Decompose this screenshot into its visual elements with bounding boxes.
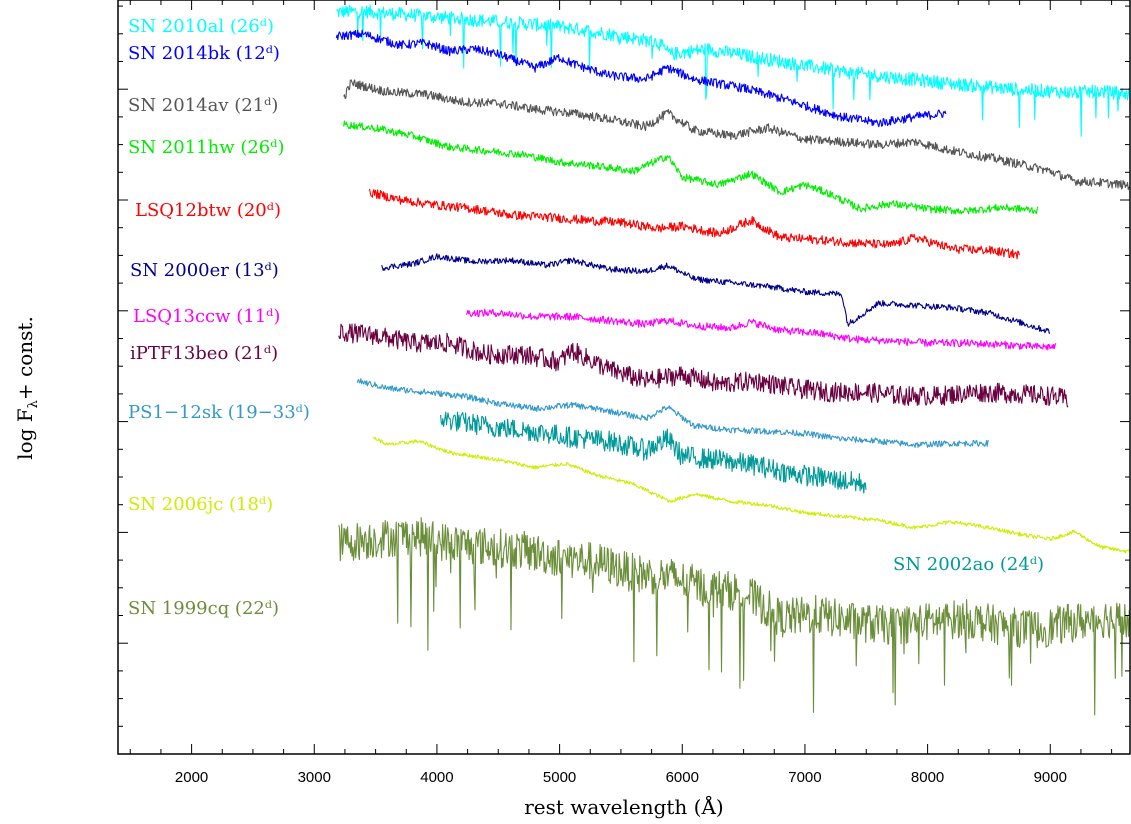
y-axis-title-tail: + const. (13, 316, 37, 400)
x-tick-label: 3000 (298, 769, 331, 786)
spectrum-line-2 (335, 29, 947, 128)
spectrum-labels: SN 2010al (26ᵈ) SN 2014bk (12ᵈ) SN 2014av … (128, 16, 1044, 619)
series-layer (335, 4, 1130, 716)
spectrum-line-11 (440, 411, 867, 494)
spectrum-label-6: SN 2000er (13ᵈ) (130, 260, 279, 281)
spectrum-label-12: SN 1999cq (22ᵈ) (128, 598, 279, 619)
y-axis-title-sub: λ (26, 400, 41, 408)
y-axis-title-main: log F (13, 408, 37, 460)
spectrum-label-8: iPTF13beo (21ᵈ) (130, 343, 278, 364)
spectrum-label-7: LSQ13ccw (11ᵈ) (133, 306, 280, 327)
spectrum-line-5 (368, 188, 1020, 260)
x-tick-label: 8000 (911, 769, 944, 786)
spectrum-label-3: SN 2014av (21ᵈ) (128, 95, 278, 116)
spectrum-line-1 (336, 4, 1130, 137)
x-axis-title: rest wavelength (Å) (524, 794, 723, 819)
x-tick-label: 6000 (666, 769, 699, 786)
x-tick-label: 4000 (420, 769, 453, 786)
x-tick-label: 7000 (788, 769, 821, 786)
x-tick-label: 5000 (543, 769, 576, 786)
spectrum-line-3 (343, 79, 1130, 191)
spectrum-line-8 (338, 323, 1069, 408)
spectrum-line-9 (356, 378, 990, 448)
plot-frame: 2000 3000 4000 5000 6000 7000 8000 9000 (117, 0, 1131, 786)
x-tick-label: 9000 (1034, 769, 1067, 786)
spectrum-label-10: SN 2006jc (18ᵈ) (128, 494, 273, 515)
spectrum-label-1: SN 2010al (26ᵈ) (128, 16, 274, 37)
spectrum-line-10 (372, 436, 1130, 554)
spectrum-label-2: SN 2014bk (12ᵈ) (128, 43, 280, 64)
y-axis-title: log Fλ+ const. (13, 316, 41, 460)
spectrum-label-5: LSQ12btw (20ᵈ) (135, 200, 281, 221)
spectrum-line-12 (338, 517, 1130, 716)
spectrum-line-4 (343, 120, 1039, 215)
spectrum-line-7 (465, 308, 1057, 351)
x-tick-label: 2000 (175, 769, 208, 786)
spectrum-line-6 (381, 253, 1051, 334)
spectrum-label-11: SN 2002ao (24ᵈ) (893, 554, 1044, 575)
spectrum-label-4: SN 2011hw (26ᵈ) (128, 137, 284, 158)
plot-border (117, 0, 1131, 755)
spectrum-label-9: PS1−12sk (19−33ᵈ) (128, 402, 310, 423)
